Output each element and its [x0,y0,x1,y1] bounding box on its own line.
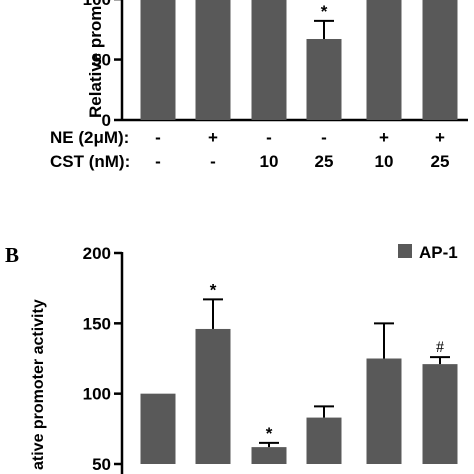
panel-a-treatment-table: NE (2μM): - + - - + + CST (nM): - - 10 25 10 25 [50,128,449,171]
legend-label: AP-1 [419,243,458,262]
treatment-value: 25 [431,152,450,171]
treatment-row-label: NE (2μM): [50,128,129,147]
panel-a-bar [306,38,342,121]
panel-b-y-tick-label: 150 [83,314,111,333]
panel-b-y-tick-label: 50 [92,455,111,474]
panel-b-bar [195,328,231,464]
panel-b-significance-star: * [210,280,217,299]
panel-a-significance-star: * [321,2,328,21]
panel-a-bar [140,0,176,120]
panel-b-y-tick-label: 100 [83,385,111,404]
panel-b-bar [422,364,458,464]
panel-b-label: B [5,243,19,267]
panel-a-bar [366,0,402,120]
panel-b-y-tick-label: 200 [83,244,111,263]
panel-b-significance-hash: # [436,339,444,356]
panel-b-axes: 50 100 150 200 [83,244,124,474]
panel-a-y-tick-label: 50 [92,51,111,70]
treatment-value: + [379,128,389,147]
treatment-value: + [435,128,445,147]
panel-b-bar [366,358,402,464]
panel-b-bar [306,417,342,464]
panel-b-y-axis-label: ative promoter activity [30,299,47,470]
treatment-value: - [155,152,161,171]
panel-a-bar [251,0,287,120]
treatment-value: 10 [260,152,279,171]
panel-a-axes: 0 50 100 [83,0,468,130]
panel-b-legend: AP-1 [398,243,458,262]
treatment-value: 10 [375,152,394,171]
panel-a-y-axis-label: Relative prom [86,6,105,118]
panel-b-bar [251,447,287,464]
panel-b-bars: * * # [140,280,458,464]
treatment-value: - [210,152,216,171]
treatment-value: - [321,128,327,147]
panel-a-bar [195,0,231,120]
panel-a-y-tick-label: 100 [83,0,111,9]
panel-a-y-tick-label: 0 [102,111,111,130]
panel-a-bars: * [140,0,458,121]
treatment-row-label: CST (nM): [50,152,130,171]
treatment-value: - [266,128,272,147]
panel-b-significance-star: * [266,424,273,443]
panel-a-bar [422,0,458,120]
panel-a-chart: Relative prom 0 50 100 * NE (2μM): - + - - + + CS… [50,0,468,171]
treatment-value: 25 [315,152,334,171]
legend-swatch [398,244,412,258]
treatment-value: + [208,128,218,147]
panel-b-bar [140,393,176,464]
treatment-value: - [155,128,161,147]
